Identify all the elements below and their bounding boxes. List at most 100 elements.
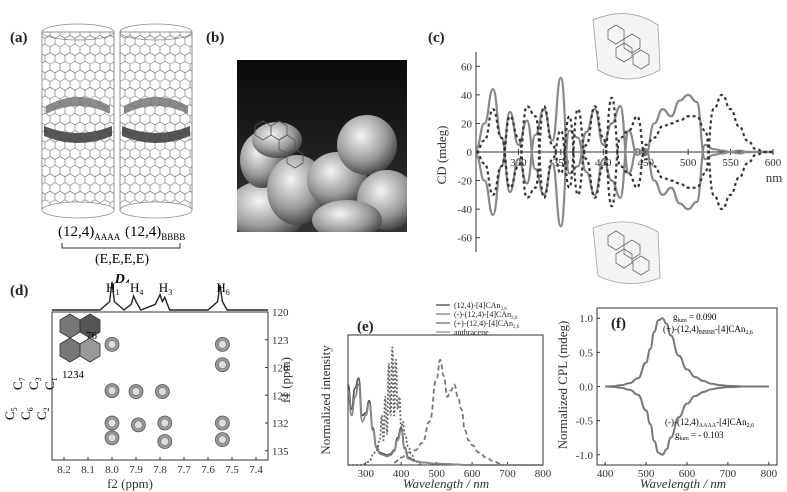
d-ring-numbers-bottom: 1234 (62, 369, 85, 381)
e-legend: (12,4)-[4]CAn2,6(-)-(12,4)-[4]CAn2,6(+)-… (436, 301, 520, 337)
f-ytick: 0.0 (579, 382, 593, 394)
f-xtick: 500 (638, 468, 655, 480)
d-xtick: 8.0 (105, 464, 119, 476)
d-carbon-label: C6 (18, 407, 35, 420)
overlay-structure (254, 120, 304, 169)
c-ylabel: CD (mdeg) (434, 126, 449, 185)
f-xlabel: Wavelength / nm (640, 476, 726, 491)
c-xtick: 550 (722, 157, 739, 169)
d-peak-label: H6 (216, 280, 229, 297)
d-carbon-label: C7 (10, 377, 27, 390)
e-xtick: 800 (535, 468, 552, 480)
d-ring-numbers-top: 76 (86, 330, 98, 342)
e-series-1 (347, 383, 543, 466)
d-ytick: 120 (272, 307, 289, 319)
f-xtick: 700 (720, 468, 737, 480)
d-projection (52, 281, 268, 311)
c-ytick: -20 (457, 176, 472, 188)
c-series-2 (475, 93, 773, 208)
d-xtick: 7.9 (129, 464, 143, 476)
c-series-1 (474, 110, 773, 228)
svg-text:(-)-(12,4)AAAA-[4]CAn2,6: (-)-(12,4)AAAA-[4]CAn2,6 (665, 417, 754, 429)
e-xtick: 400 (393, 468, 410, 480)
d-carbon-label: C2 (34, 407, 51, 420)
c-ytick: -40 (457, 204, 472, 216)
c-ytick: 0 (467, 147, 473, 159)
symmetry-label: D4 (114, 272, 130, 283)
d-ytick: 135 (272, 446, 289, 458)
d-xtick: 7.5 (225, 464, 239, 476)
right-tube (119, 23, 193, 219)
d-xtick: 7.7 (177, 464, 191, 476)
panel-label-d: (d) (10, 283, 29, 299)
e-ylabel: Normalized intensity (318, 345, 333, 455)
c-series-3 (475, 96, 773, 211)
d-xtick: 7.6 (201, 464, 215, 476)
c-xlabel: nm (766, 170, 783, 185)
e-xlabel: Wavelength / nm (403, 476, 489, 491)
c-series-0 (474, 76, 773, 194)
d-ytick: 126 (272, 363, 289, 375)
c-xtick: 500 (680, 157, 697, 169)
e-frame (347, 334, 544, 466)
d-peak-label: H3 (159, 280, 172, 297)
f-ytick: 1.0 (579, 313, 593, 325)
e-xtick: 700 (499, 468, 516, 480)
d-peak-label: H1 (106, 280, 119, 297)
bracket (61, 243, 181, 249)
d-molecule-inset (59, 313, 101, 363)
c-xtick: 600 (765, 157, 782, 169)
nmr-2d-chart: 8.2 8.1 8.0 7.9 7.8 7.7 7.6 7.5 7.4 120 123 126 129 1… (2, 280, 293, 491)
right-chirality: (12,4)BBBB (125, 224, 185, 242)
panel-label-f: (f) (611, 316, 626, 332)
left-tube (41, 23, 115, 219)
d-ytick: 123 (272, 335, 289, 347)
panel-label-e: (e) (357, 319, 374, 335)
e-xtick: 500 (428, 468, 445, 480)
f-xtick: 400 (597, 468, 614, 480)
f-series-0 (605, 317, 769, 388)
panel-label-b: (b) (206, 30, 225, 46)
panel-label-c: (c) (428, 30, 445, 46)
d-carbon-label: C3 (26, 377, 43, 390)
f-xtick: 800 (761, 468, 778, 480)
bracket-label: (E,E,E,E) (95, 252, 149, 267)
e-legend-entry: (-)-(12,4)-[4]CAn2,6 (454, 310, 518, 321)
c-ytick: -60 (457, 233, 472, 245)
d-xlabel: f2 (ppm) (107, 476, 153, 491)
surface-blobs (237, 115, 407, 232)
d-ytick: 132 (272, 418, 289, 430)
f-ytick: -1.0 (576, 450, 594, 462)
molecular-surface-image (237, 60, 407, 232)
f-series-1 (605, 385, 769, 456)
d-carbon-labels: C5 C7 C6 C3 C2 C1 (2, 377, 59, 420)
d-xtick: 8.1 (81, 464, 95, 476)
e-xtick: 600 (464, 468, 481, 480)
f-xtick: 600 (679, 468, 696, 480)
e-series-2 (393, 358, 501, 465)
d-xtick: 7.4 (249, 464, 263, 476)
d-ytick: 129 (272, 390, 289, 402)
f-annotation-top: glum = 0.090 (+)-(12,4)BBBB-[4]CAn2,6 (663, 312, 753, 336)
absorption-emission-chart: 300 400 500 600 700 800 (12,4)-[4]CAn2,6(-)-(… (318, 301, 552, 491)
e-legend-entry: (+)-(12,4)-[4]CAn2,6 (454, 319, 520, 330)
svg-text:(+)-(12,4)BBBB-[4]CAn2,6: (+)-(12,4)BBBB-[4]CAn2,6 (663, 324, 753, 336)
f-annotation-bottom: (-)-(12,4)AAAA-[4]CAn2,6 glum = - 0.103 (665, 417, 754, 442)
c-ytick: 20 (461, 118, 473, 130)
left-chirality: (12,4)AAAA (58, 224, 121, 242)
panel-label-a: (a) (10, 30, 28, 46)
svg-text:glum= - 0.103: glum = - 0.103 (675, 430, 724, 442)
e-xtick: 300 (357, 468, 374, 480)
f-ytick: -0.5 (576, 416, 594, 428)
f-ylabel: Normalized CPL (mdeg) (555, 321, 570, 450)
d-peak-label: H4 (130, 280, 143, 297)
f-ytick: 0.5 (579, 347, 593, 359)
e-legend-entry: anthracene (454, 328, 489, 337)
d-carbon-label: C5 (2, 407, 19, 420)
c-ytick: 40 (461, 90, 473, 102)
d-peak-labels: H1 H4 H3 H6 (106, 280, 230, 297)
nanotube-illustration: (12,4)AAAA (12,4)BBBB (E,E,E,E) D4 (41, 23, 193, 283)
c-ytick: 60 (461, 61, 473, 73)
